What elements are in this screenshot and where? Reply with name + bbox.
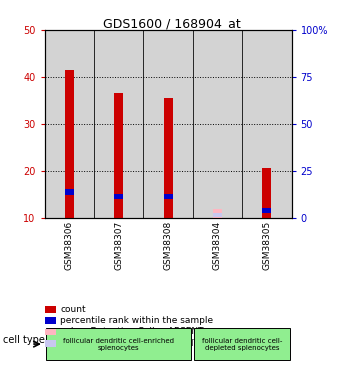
Text: GDS1600 / 168904_at: GDS1600 / 168904_at — [103, 17, 240, 30]
Text: value, Detection Call = ABSENT: value, Detection Call = ABSENT — [60, 327, 203, 336]
Bar — [262, 208, 271, 213]
Bar — [114, 194, 123, 199]
Text: GSM38308: GSM38308 — [164, 221, 173, 270]
Bar — [114, 93, 123, 218]
Bar — [193, 30, 242, 217]
Bar — [45, 30, 94, 217]
Bar — [213, 213, 222, 217]
Bar — [213, 209, 222, 218]
Text: percentile rank within the sample: percentile rank within the sample — [60, 316, 213, 325]
Text: follicular dendritic cell-
depleted splenocytes: follicular dendritic cell- depleted sple… — [202, 338, 282, 351]
Text: GSM38307: GSM38307 — [114, 221, 123, 270]
Bar — [65, 70, 74, 217]
Text: rank, Detection Call = ABSENT: rank, Detection Call = ABSENT — [60, 339, 199, 348]
Bar — [262, 168, 271, 217]
Text: cell type: cell type — [3, 334, 45, 345]
Bar — [164, 98, 173, 218]
Bar — [65, 189, 74, 195]
Text: follicular dendritic cell-enriched
splenocytes: follicular dendritic cell-enriched splen… — [63, 338, 174, 351]
Bar — [143, 30, 193, 217]
Text: count: count — [60, 305, 86, 314]
Text: GSM38306: GSM38306 — [65, 221, 74, 270]
Bar — [94, 30, 143, 217]
Bar — [164, 194, 173, 199]
Text: GSM38305: GSM38305 — [262, 221, 271, 270]
Bar — [242, 30, 292, 217]
Text: GSM38304: GSM38304 — [213, 221, 222, 270]
